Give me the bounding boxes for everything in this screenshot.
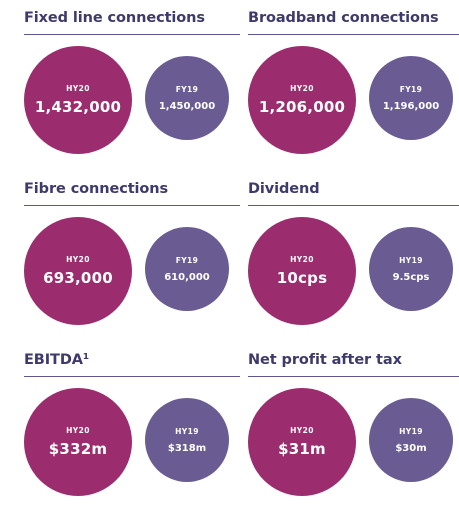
prior-period-circle: FY19 1,450,000 xyxy=(145,56,229,140)
period-label: HY20 xyxy=(290,84,314,93)
period-label: HY20 xyxy=(66,84,90,93)
current-period-circle: HY20 693,000 xyxy=(24,217,132,325)
metric-value: $318m xyxy=(167,442,207,454)
title-divider xyxy=(248,34,459,35)
panel-title: Fixed line connections xyxy=(24,10,205,26)
metric-value: 610,000 xyxy=(164,271,210,283)
prior-period-circle: FY19 1,196,000 xyxy=(369,56,453,140)
prior-period-circle: HY19 9.5cps xyxy=(369,227,453,311)
prior-period-circle: FY19 610,000 xyxy=(145,227,229,311)
panel-ebitda: EBITDA¹ HY20 $332m HY19 $318m xyxy=(24,352,240,512)
period-label: HY20 xyxy=(66,255,90,264)
panel-title: Broadband connections xyxy=(248,10,439,26)
period-label: HY19 xyxy=(399,426,423,436)
metric-value: 10cps xyxy=(276,269,328,287)
metric-value: $31m xyxy=(278,440,326,458)
period-label: FY19 xyxy=(175,84,199,94)
current-period-circle: HY20 1,432,000 xyxy=(24,46,132,154)
panel-title: EBITDA¹ xyxy=(24,352,90,368)
metric-value: 9.5cps xyxy=(392,271,430,283)
panel-title: Dividend xyxy=(248,181,320,197)
period-label: HY19 xyxy=(399,255,423,265)
panel-title: Net profit after tax xyxy=(248,352,402,368)
period-label: HY20 xyxy=(290,255,314,264)
prior-period-circle: HY19 $30m xyxy=(369,398,453,482)
panel-broadband-connections: Broadband connections HY20 1,206,000 FY1… xyxy=(248,10,459,170)
current-period-circle: HY20 1,206,000 xyxy=(248,46,356,154)
current-period-circle: HY20 10cps xyxy=(248,217,356,325)
period-label: HY20 xyxy=(66,426,90,435)
period-label: FY19 xyxy=(399,84,423,94)
metric-value: 1,196,000 xyxy=(382,100,440,112)
title-divider xyxy=(24,34,240,35)
panel-dividend: Dividend HY20 10cps HY19 9.5cps xyxy=(248,181,459,341)
period-label: HY20 xyxy=(290,426,314,435)
panel-title: Fibre connections xyxy=(24,181,169,197)
title-divider xyxy=(24,376,240,377)
title-divider xyxy=(248,376,459,377)
current-period-circle: HY20 $31m xyxy=(248,388,356,496)
panel-net-profit-after-tax: Net profit after tax HY20 $31m HY19 $30m xyxy=(248,352,459,512)
metric-value: 1,450,000 xyxy=(158,100,216,112)
metric-value: 693,000 xyxy=(43,269,113,287)
title-divider xyxy=(24,205,240,206)
metric-value: $30m xyxy=(395,442,427,454)
period-label: FY19 xyxy=(175,255,199,265)
prior-period-circle: HY19 $318m xyxy=(145,398,229,482)
current-period-circle: HY20 $332m xyxy=(24,388,132,496)
period-label: HY19 xyxy=(175,426,199,436)
title-divider xyxy=(248,205,459,206)
metric-value: 1,432,000 xyxy=(34,98,122,116)
metric-value: 1,206,000 xyxy=(258,98,346,116)
panel-fixed-line-connections: Fixed line connections HY20 1,432,000 FY… xyxy=(24,10,240,170)
panel-fibre-connections: Fibre connections HY20 693,000 FY19 610,… xyxy=(24,181,240,341)
metric-value: $332m xyxy=(48,440,108,458)
